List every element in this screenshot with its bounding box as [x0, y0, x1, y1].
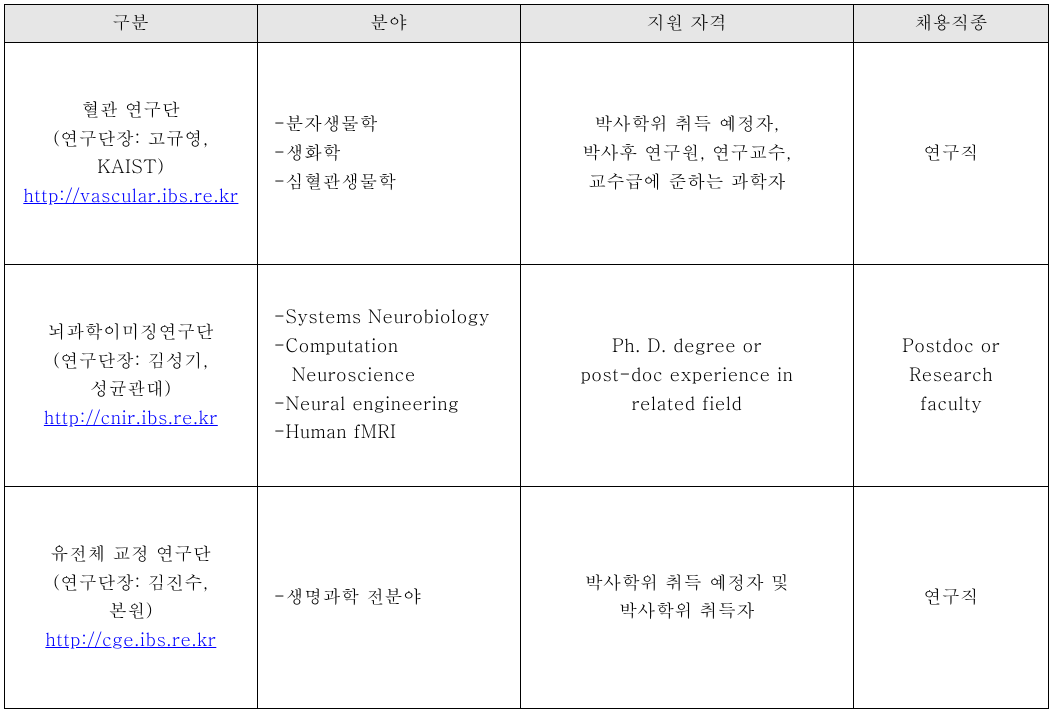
qualification-line: 박사후 연구원, 연구교수, — [582, 140, 792, 165]
field-item: -생명과학 전분야 — [274, 584, 422, 609]
header-jobtype: 채용직종 — [854, 5, 1049, 43]
table-row: 뇌과학이미징연구단 (연구단장: 김성기, 성균관대) http://cnir.… — [5, 264, 1049, 486]
cell-field: -분자생물학 -생화학 -심혈관생물학 — [257, 42, 520, 264]
division-link[interactable]: http://vascular.ibs.re.kr — [23, 183, 238, 208]
cell-division: 유전체 교정 연구단 (연구단장: 김진수, 본원) http://cge.ib… — [5, 486, 258, 708]
division-affiliation: 본원) — [109, 598, 153, 623]
recruitment-table: 구분 분야 지원 자격 채용직종 혈관 연구단 (연구단장: 고규영, KAIS… — [4, 4, 1049, 709]
field-item: -Neural engineering — [274, 390, 510, 419]
jobtype-line: Postdoc or — [902, 333, 1000, 358]
jobtype-text: 연구직 — [923, 584, 979, 609]
jobtype-line: faculty — [920, 391, 982, 416]
division-title: 유전체 교정 연구단 — [50, 541, 211, 566]
division-title: 혈관 연구단 — [81, 97, 180, 122]
division-affiliation: 성균관대) — [90, 376, 171, 401]
cell-division: 혈관 연구단 (연구단장: 고규영, KAIST) http://vascula… — [5, 42, 258, 264]
cell-jobtype: Postdoc or Research faculty — [854, 264, 1049, 486]
field-item: -분자생물학 — [274, 111, 378, 136]
field-item: -심혈관생물학 — [274, 169, 397, 194]
division-head: (연구단장: 김성기, — [53, 348, 209, 373]
cell-division: 뇌과학이미징연구단 (연구단장: 김성기, 성균관대) http://cnir.… — [5, 264, 258, 486]
field-item: -Human fMRI — [274, 418, 510, 447]
cell-field: -생명과학 전분야 — [257, 486, 520, 708]
qualification-line: post-doc experience in — [581, 362, 794, 387]
field-item: -Computation Neuroscience — [274, 332, 510, 390]
cell-field: -Systems Neurobiology -Computation Neuro… — [257, 264, 520, 486]
qualification-line: related field — [632, 391, 743, 416]
header-qualification: 지원 자격 — [520, 5, 854, 43]
division-link[interactable]: http://cge.ibs.re.kr — [45, 627, 216, 652]
jobtype-text: 연구직 — [923, 140, 979, 165]
table-header-row: 구분 분야 지원 자격 채용직종 — [5, 5, 1049, 43]
cell-jobtype: 연구직 — [854, 486, 1049, 708]
cell-jobtype: 연구직 — [854, 42, 1049, 264]
header-division: 구분 — [5, 5, 258, 43]
division-link[interactable]: http://cnir.ibs.re.kr — [44, 405, 218, 430]
cell-qualification: 박사학위 취득 예정자 및 박사학위 취득자 — [520, 486, 854, 708]
field-item: -Systems Neurobiology — [274, 303, 510, 332]
qualification-line: Ph. D. degree or — [612, 333, 762, 358]
qualification-line: 교수급에 준하는 과학자 — [588, 169, 786, 194]
field-item: -생화학 — [274, 140, 341, 165]
qualification-line: 박사학위 취득 예정자, — [594, 111, 779, 136]
division-head: (연구단장: 고규영, — [53, 126, 209, 151]
table-row: 유전체 교정 연구단 (연구단장: 김진수, 본원) http://cge.ib… — [5, 486, 1049, 708]
qualification-line: 박사학위 취득 예정자 및 — [585, 570, 789, 595]
qualification-line: 박사학위 취득자 — [619, 598, 755, 623]
header-field: 분야 — [257, 5, 520, 43]
cell-qualification: Ph. D. degree or post-doc experience in … — [520, 264, 854, 486]
division-affiliation: KAIST) — [97, 154, 164, 179]
division-title: 뇌과학이미징연구단 — [48, 319, 215, 344]
table-row: 혈관 연구단 (연구단장: 고규영, KAIST) http://vascula… — [5, 42, 1049, 264]
division-head: (연구단장: 김진수, — [53, 570, 209, 595]
jobtype-line: Research — [909, 362, 993, 387]
cell-qualification: 박사학위 취득 예정자, 박사후 연구원, 연구교수, 교수급에 준하는 과학자 — [520, 42, 854, 264]
